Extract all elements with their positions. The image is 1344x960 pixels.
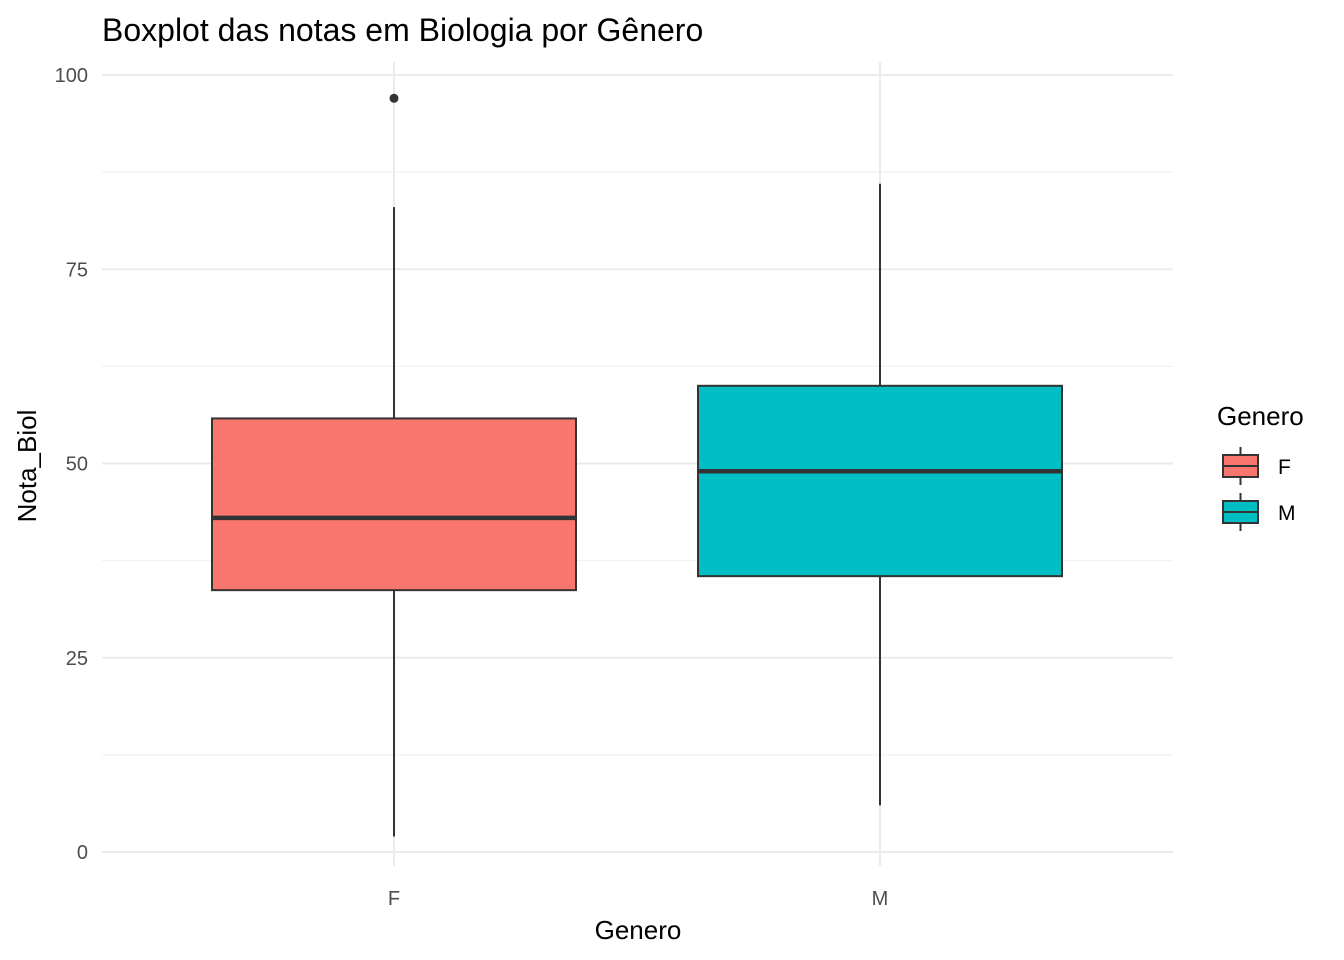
chart-title: Boxplot das notas em Biologia por Gênero <box>102 12 703 48</box>
y-tick-label: 50 <box>66 454 88 476</box>
y-axis-title: Nota_Biol <box>12 410 42 523</box>
y-tick-label: 75 <box>66 259 88 281</box>
x-axis-title: Genero <box>595 915 682 945</box>
x-tick-label: M <box>872 888 889 910</box>
box-group <box>697 183 1063 806</box>
legend-key <box>1222 493 1259 531</box>
y-axis-tick-labels: 0 25 50 75 100 <box>55 65 88 864</box>
y-tick-label: 0 <box>77 842 88 864</box>
box-iqr <box>697 384 1063 578</box>
x-tick-label: F <box>388 888 400 910</box>
outlier-point <box>389 93 399 103</box>
legend: Genero FM <box>1217 401 1304 531</box>
boxplot-series <box>211 93 1063 837</box>
y-tick-label: 100 <box>55 65 88 87</box>
legend-label: F <box>1278 456 1291 479</box>
y-tick-label: 25 <box>66 648 88 670</box>
legend-title: Genero <box>1217 401 1304 431</box>
legend-key <box>1222 447 1259 485</box>
box-group <box>211 93 577 837</box>
box-iqr <box>211 417 577 592</box>
legend-label: M <box>1278 502 1296 525</box>
